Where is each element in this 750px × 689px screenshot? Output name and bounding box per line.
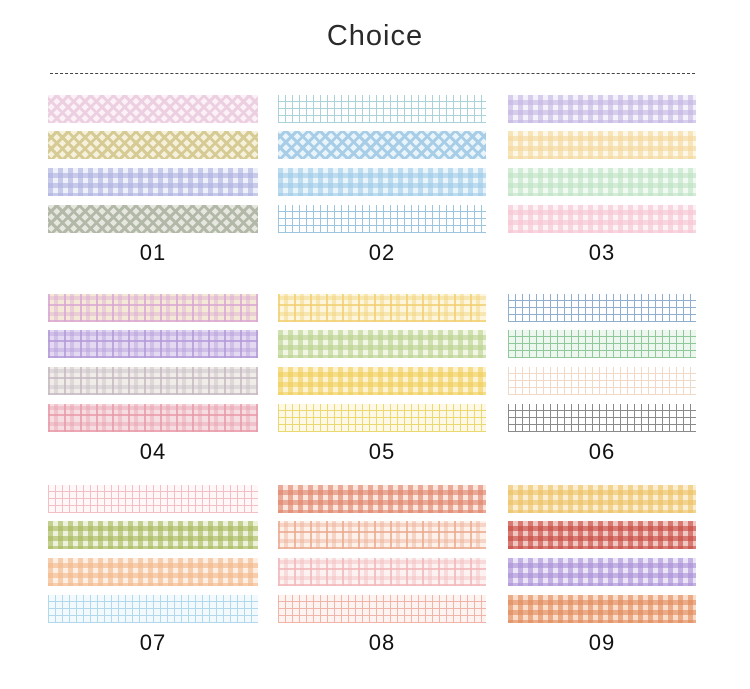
washi-tape-swatch — [48, 168, 258, 196]
washi-tape-swatch — [508, 330, 696, 358]
washi-tape-swatch — [508, 521, 696, 549]
washi-tape-swatch — [278, 367, 486, 395]
washi-tape-swatch — [278, 330, 486, 358]
washi-tape-swatch — [278, 485, 486, 513]
washi-tape-swatch — [48, 131, 258, 159]
washi-tape-swatch — [508, 131, 696, 159]
washi-tape-swatch — [278, 404, 486, 432]
washi-tape-swatch — [278, 294, 486, 322]
washi-tape-swatch — [48, 404, 258, 432]
tape-set-label: 08 — [368, 630, 396, 655]
washi-tape-swatch — [278, 168, 486, 196]
washi-tape-swatch — [278, 595, 486, 623]
washi-tape-swatch — [48, 95, 258, 123]
tape-set-05[interactable]: 05 — [278, 294, 486, 469]
tape-set-label: 04 — [139, 439, 167, 464]
washi-tape-swatch — [278, 558, 486, 586]
tape-set-04[interactable]: 04 — [48, 294, 258, 469]
washi-tape-swatch — [48, 367, 258, 395]
washi-tape-swatch — [48, 205, 258, 233]
washi-tape-swatch — [48, 558, 258, 586]
washi-tape-swatch — [278, 95, 486, 123]
washi-tape-swatch — [508, 404, 696, 432]
washi-tape-swatch — [508, 595, 696, 623]
page-title: Choice — [326, 20, 424, 52]
tape-set-label: 05 — [368, 439, 396, 464]
tape-set-01[interactable]: 01 — [48, 95, 258, 270]
washi-tape-swatch — [508, 485, 696, 513]
washi-tape-swatch — [278, 205, 486, 233]
tape-set-07[interactable]: 07 — [48, 485, 258, 660]
washi-tape-swatch — [508, 205, 696, 233]
washi-tape-swatch — [508, 168, 696, 196]
washi-tape-swatch — [508, 294, 696, 322]
washi-tape-swatch — [508, 95, 696, 123]
washi-tape-swatch — [508, 558, 696, 586]
tape-set-08[interactable]: 08 — [278, 485, 486, 660]
washi-tape-swatch — [278, 521, 486, 549]
tape-set-02[interactable]: 02 — [278, 95, 486, 270]
washi-tape-swatch — [48, 330, 258, 358]
washi-tape-swatch — [278, 131, 486, 159]
tape-set-label: 06 — [588, 439, 616, 464]
tape-set-label: 01 — [139, 240, 167, 265]
washi-tape-swatch — [48, 294, 258, 322]
tape-set-label: 02 — [368, 240, 396, 265]
tape-set-label: 09 — [588, 630, 616, 655]
tape-set-03[interactable]: 03 — [508, 95, 696, 270]
washi-tape-swatch — [48, 521, 258, 549]
tape-set-label: 03 — [588, 240, 616, 265]
washi-tape-swatch — [48, 595, 258, 623]
tape-set-06[interactable]: 06 — [508, 294, 696, 469]
washi-tape-swatch — [508, 367, 696, 395]
tape-set-label: 07 — [139, 630, 167, 655]
tape-set-09[interactable]: 09 — [508, 485, 696, 660]
washi-tape-swatch — [48, 485, 258, 513]
dashed-divider — [50, 73, 695, 74]
